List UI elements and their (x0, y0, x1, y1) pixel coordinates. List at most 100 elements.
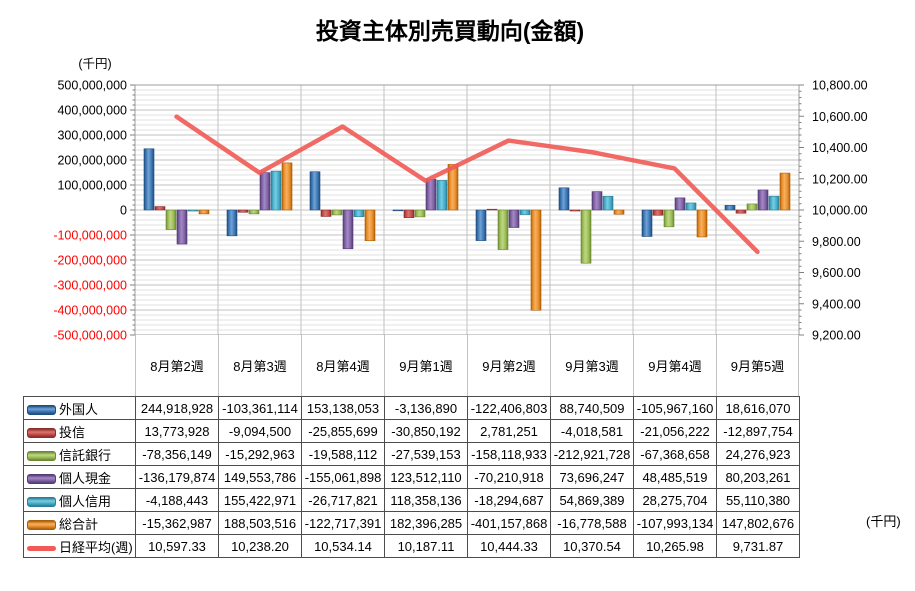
category-label-5: 9月第2週 (467, 335, 550, 396)
table-value-cell: -30,850,192 (384, 419, 468, 443)
table-row-trust-banks: 信託銀行 -78,356,149 -15,292,963 -19,588,112 -27… (23, 442, 800, 466)
table-value-cell: -136,179,874 (135, 465, 219, 489)
table-value-cell: 10,187.11 (384, 534, 468, 558)
table-row-individual-cash: 個人現金 -136,179,874 149,553,786 -155,061,898 1… (23, 465, 800, 489)
right-axis-label: 9,400.00 (812, 297, 861, 311)
legend-cell-grand-total: 総合計 (23, 511, 136, 535)
bar-individual-cash (342, 209, 354, 250)
category-label-2: 8月第3週 (218, 335, 301, 396)
category-label-7: 9月第4週 (633, 335, 716, 396)
table-value-cell: -26,717,821 (301, 488, 385, 512)
series-name-label: 個人現金 (59, 470, 112, 486)
bar-individual-cash (508, 209, 520, 228)
table-value-cell: -15,292,963 (218, 442, 302, 466)
table-value-cell: 182,396,285 (384, 511, 468, 535)
table-value-cell: 28,275,704 (633, 488, 717, 512)
grand-total-bar-key-icon (27, 520, 56, 531)
left-axis-label: -400,000,000 (53, 304, 127, 318)
table-row-foreigners: 外国人 244,918,928 -103,361,114 153,138,053 -3,… (23, 396, 800, 420)
bar-individual-margin (685, 202, 697, 211)
left-axis-label: 400,000,000 (57, 104, 127, 118)
bar-trust-banks (663, 209, 675, 228)
table-value-cell: 24,276,923 (716, 442, 800, 466)
table-value-cell: -67,368,658 (633, 442, 717, 466)
bar-investment-trusts (486, 208, 498, 211)
bar-grand-total (779, 172, 791, 211)
table-row-grand-total: 総合計 -15,362,987 188,503,516 -122,717,391 182… (23, 511, 800, 535)
bar-investment-trusts (154, 206, 166, 211)
table-value-cell: -105,967,160 (633, 396, 717, 420)
left-axis-label: 100,000,000 (57, 179, 127, 193)
investment-trusts-bar-key-icon (27, 428, 56, 439)
legend-cell-investment-trusts: 投信 (23, 419, 136, 443)
table-value-cell: 80,203,261 (716, 465, 800, 489)
bar-individual-cash (259, 172, 271, 211)
left-axis-unit-label: (千円) (78, 57, 111, 71)
bar-individual-margin (270, 170, 282, 211)
individual-margin-bar-key-icon (27, 497, 56, 508)
table-value-cell: 244,918,928 (135, 396, 219, 420)
category-label-4: 9月第1週 (384, 335, 467, 396)
table-value-cell: -401,157,868 (467, 511, 551, 535)
bar-grand-total (530, 209, 542, 311)
bar-individual-margin (768, 195, 780, 211)
table-unit-label: (千円) (866, 514, 901, 529)
table-value-cell: -15,362,987 (135, 511, 219, 535)
left-axis-label: 200,000,000 (57, 154, 127, 168)
bar-grand-total (364, 209, 376, 241)
bar-trust-banks (414, 209, 426, 218)
table-value-cell: -16,778,588 (550, 511, 634, 535)
category-axis-labels: 8月第2週 8月第3週 8月第4週 9月第1週 9月第2週 9月第3週 9月第4週 9月第5週 (135, 335, 801, 396)
table-value-cell: -19,588,112 (301, 442, 385, 466)
table-value-cell: -107,993,134 (633, 511, 717, 535)
table-value-cell: 9,731.87 (716, 534, 800, 558)
legend-cell-individual-margin: 個人信用 (23, 488, 136, 512)
left-axis-label: 0 (120, 204, 127, 218)
left-axis-label: 500,000,000 (57, 79, 127, 93)
table-value-cell: -78,356,149 (135, 442, 219, 466)
table-value-cell: 10,597.33 (135, 534, 219, 558)
table-value-cell: 10,370.54 (550, 534, 634, 558)
table-value-cell: 73,696,247 (550, 465, 634, 489)
table-value-cell: -4,018,581 (550, 419, 634, 443)
right-axis-label: 9,600.00 (812, 266, 861, 280)
table-value-cell: 123,512,110 (384, 465, 468, 489)
legend-cell-trust-banks: 信託銀行 (23, 442, 136, 466)
bar-investment-trusts (320, 209, 332, 217)
table-value-cell: 48,485,519 (633, 465, 717, 489)
bar-foreigners (309, 171, 321, 211)
series-name-label: 個人信用 (59, 493, 112, 509)
bar-grand-total (613, 209, 625, 215)
bar-individual-cash (591, 191, 603, 211)
data-table: 外国人 244,918,928 -103,361,114 153,138,053 -3,… (23, 396, 800, 558)
series-name-label: 総合計 (59, 516, 99, 532)
table-value-cell: 118,358,136 (384, 488, 468, 512)
table-value-cell: -155,061,898 (301, 465, 385, 489)
combo-chart: 500,000,000 400,000,000 300,000,000 200,000… (53, 57, 868, 343)
bar-foreigners (143, 148, 155, 211)
bar-investment-trusts (237, 209, 249, 213)
bar-investment-trusts (652, 209, 664, 216)
bar-foreigners (641, 209, 653, 237)
bar-trust-banks (746, 203, 758, 211)
legend-cell-nikkei-weekly: 日経平均(週) (23, 534, 136, 558)
table-value-cell: 10,444.33 (467, 534, 551, 558)
bar-individual-margin (187, 209, 199, 212)
bar-individual-margin (602, 195, 614, 211)
table-value-cell: -212,921,728 (550, 442, 634, 466)
table-value-cell: -158,118,933 (467, 442, 551, 466)
category-label-1: 8月第2週 (135, 335, 218, 396)
table-row-investment-trusts: 投信 13,773,928 -9,094,500 -25,855,699 -30,850… (23, 419, 800, 443)
table-value-cell: 55,110,380 (716, 488, 800, 512)
bar-foreigners (226, 209, 238, 237)
individual-cash-bar-key-icon (27, 474, 56, 485)
right-axis-label: 10,400.00 (812, 141, 868, 155)
right-axis-label: 9,200.00 (812, 329, 861, 343)
table-value-cell: -70,210,918 (467, 465, 551, 489)
bar-foreigners (475, 209, 487, 241)
right-axis-label: 10,800.00 (812, 79, 868, 93)
table-value-cell: -27,539,153 (384, 442, 468, 466)
bar-investment-trusts (735, 209, 747, 214)
table-value-cell: 149,553,786 (218, 465, 302, 489)
